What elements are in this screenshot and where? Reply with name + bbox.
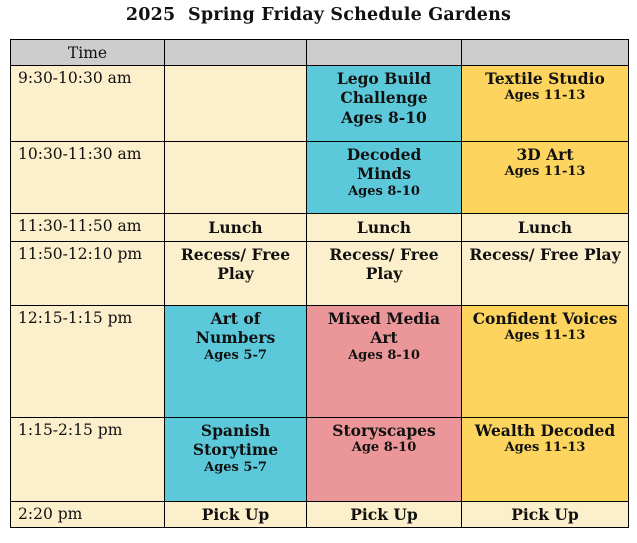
time-cell: 2:20 pm bbox=[10, 501, 165, 528]
column-header-blank-3 bbox=[461, 39, 629, 66]
activity-name: Wealth Decoded bbox=[474, 421, 616, 440]
empty-cell bbox=[164, 65, 307, 142]
activity-ages: Ages 5-7 bbox=[204, 459, 267, 475]
activity-ages: Ages 8-10 bbox=[348, 347, 420, 363]
activity-cell-lego-build: Lego Build Challenge Ages 8-10 bbox=[306, 65, 462, 142]
time-cell: 1:15-2:15 pm bbox=[10, 417, 165, 502]
time-cell: 11:50-12:10 pm bbox=[10, 241, 165, 306]
activity-ages: Age 8-10 bbox=[351, 440, 417, 456]
page-title: 2025 Spring Friday Schedule Gardens bbox=[125, 5, 512, 25]
row-115-215: 1:15-2:15 pm Spanish Storytime Ages 5-7 … bbox=[10, 417, 629, 502]
empty-cell bbox=[164, 141, 307, 214]
activity-cell-decoded-minds: Decoded Minds Ages 8-10 bbox=[306, 141, 462, 214]
lunch-cell: Lunch bbox=[306, 213, 462, 242]
lunch-cell: Lunch bbox=[164, 213, 307, 242]
activity-name: Storyscapes bbox=[332, 421, 436, 440]
row-recess: 11:50-12:10 pm Recess/ Free Play Recess/… bbox=[10, 241, 629, 306]
time-cell: 10:30-11:30 am bbox=[10, 141, 165, 214]
time-cell: 9:30-10:30 am bbox=[10, 65, 165, 142]
recess-cell: Recess/ Free Play bbox=[164, 241, 307, 306]
activity-cell-confident-voices: Confident Voices Ages 11-13 bbox=[461, 305, 629, 418]
lunch-cell: Lunch bbox=[461, 213, 629, 242]
activity-name: Decoded Minds bbox=[346, 145, 422, 184]
pickup-cell: Pick Up bbox=[306, 501, 462, 528]
activity-name: Recess/ Free Play bbox=[180, 245, 291, 284]
activity-cell-wealth-decoded: Wealth Decoded Ages 11-13 bbox=[461, 417, 629, 502]
activity-name: Lunch bbox=[208, 217, 263, 237]
column-header-time: Time bbox=[10, 39, 165, 66]
activity-name: Lunch bbox=[356, 217, 412, 237]
activity-name: Recess/ Free Play bbox=[329, 245, 439, 284]
activity-name: Pick Up bbox=[350, 504, 418, 524]
schedule-table: Time 9:30-10:30 am Lego Build Challenge … bbox=[10, 39, 629, 528]
activity-cell-spanish-storytime: Spanish Storytime Ages 5-7 bbox=[164, 417, 307, 502]
time-cell: 12:15-1:15 pm bbox=[10, 305, 165, 418]
activity-cell-textile-studio: Textile Studio Ages 11-13 bbox=[461, 65, 629, 142]
activity-name: Art of Numbers bbox=[195, 309, 276, 348]
activity-name: Lunch bbox=[517, 217, 573, 237]
row-lunch: 11:30-11:50 am Lunch Lunch Lunch bbox=[10, 213, 629, 242]
row-1215-115: 12:15-1:15 pm Art of Numbers Ages 5-7 Mi… bbox=[10, 305, 629, 418]
activity-cell-storyscapes: Storyscapes Age 8-10 bbox=[306, 417, 462, 502]
activity-ages: Ages 11-13 bbox=[504, 328, 586, 344]
activity-ages: Ages 5-7 bbox=[204, 347, 267, 363]
recess-cell: Recess/ Free Play bbox=[306, 241, 462, 306]
pickup-cell: Pick Up bbox=[461, 501, 629, 528]
time-cell: 11:30-11:50 am bbox=[10, 213, 165, 242]
column-header-blank-2 bbox=[306, 39, 462, 66]
activity-ages: Ages 11-13 bbox=[504, 164, 586, 180]
activity-ages: Ages 11-13 bbox=[504, 88, 586, 104]
activity-name: Textile Studio bbox=[485, 69, 605, 88]
activity-name: 3D Art bbox=[516, 145, 574, 164]
activity-name: Spanish Storytime bbox=[192, 421, 279, 460]
pickup-cell: Pick Up bbox=[164, 501, 307, 528]
activity-ages: Ages 11-13 bbox=[504, 440, 586, 456]
row-1030-1130: 10:30-11:30 am Decoded Minds Ages 8-10 3… bbox=[10, 141, 629, 214]
activity-cell-mixed-media-art: Mixed Media Art Ages 8-10 bbox=[306, 305, 462, 418]
activity-ages: Ages 8-10 bbox=[341, 107, 427, 127]
activity-name: Lego Build Challenge bbox=[336, 69, 432, 108]
row-930-1030: 9:30-10:30 am Lego Build Challenge Ages … bbox=[10, 65, 629, 142]
activity-cell-3d-art: 3D Art Ages 11-13 bbox=[461, 141, 629, 214]
schedule-page: 2025 Spring Friday Schedule Gardens Time… bbox=[10, 5, 629, 528]
column-header-blank-1 bbox=[164, 39, 307, 66]
row-pickup: 2:20 pm Pick Up Pick Up Pick Up bbox=[10, 501, 629, 528]
activity-ages: Ages 8-10 bbox=[348, 183, 420, 199]
activity-name: Mixed Media Art bbox=[327, 309, 441, 348]
recess-cell: Recess/ Free Play bbox=[461, 241, 629, 306]
activity-name: Pick Up bbox=[201, 504, 270, 524]
activity-name: Confident Voices bbox=[472, 309, 618, 328]
activity-name: Recess/ Free Play bbox=[469, 245, 621, 264]
header-row: Time bbox=[10, 39, 629, 66]
activity-name: Pick Up bbox=[511, 504, 579, 524]
activity-cell-art-of-numbers: Art of Numbers Ages 5-7 bbox=[164, 305, 307, 418]
